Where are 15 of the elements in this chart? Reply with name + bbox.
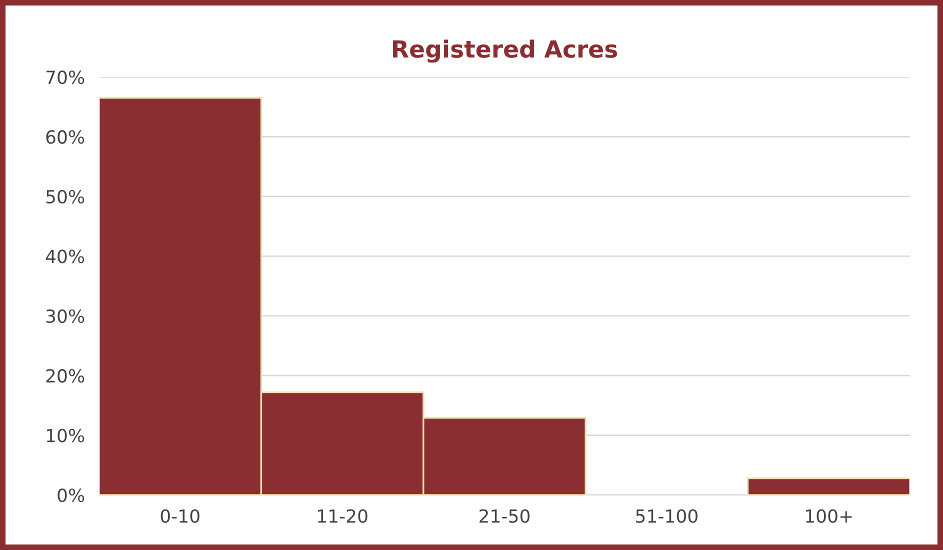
y-tick-label: 10% bbox=[46, 428, 84, 442]
x-tick-label: 0-10 bbox=[160, 509, 200, 523]
y-tick-label: 60% bbox=[46, 130, 84, 144]
x-tick-label: 21-50 bbox=[480, 509, 530, 523]
y-tick-label: 30% bbox=[46, 309, 84, 323]
x-tick-label: 100+ bbox=[806, 509, 852, 523]
y-tick-label: 40% bbox=[46, 250, 84, 264]
y-tick-label: 20% bbox=[46, 369, 84, 383]
y-tick-label: 70% bbox=[46, 70, 84, 84]
y-tick-label: 0% bbox=[58, 488, 84, 502]
chart-title: Registered Acres bbox=[393, 40, 618, 63]
bar bbox=[746, 477, 910, 495]
x-tick-label: 51-100 bbox=[636, 509, 698, 523]
x-tick-label: 11-20 bbox=[318, 509, 368, 523]
y-tick-label: 50% bbox=[46, 190, 84, 204]
